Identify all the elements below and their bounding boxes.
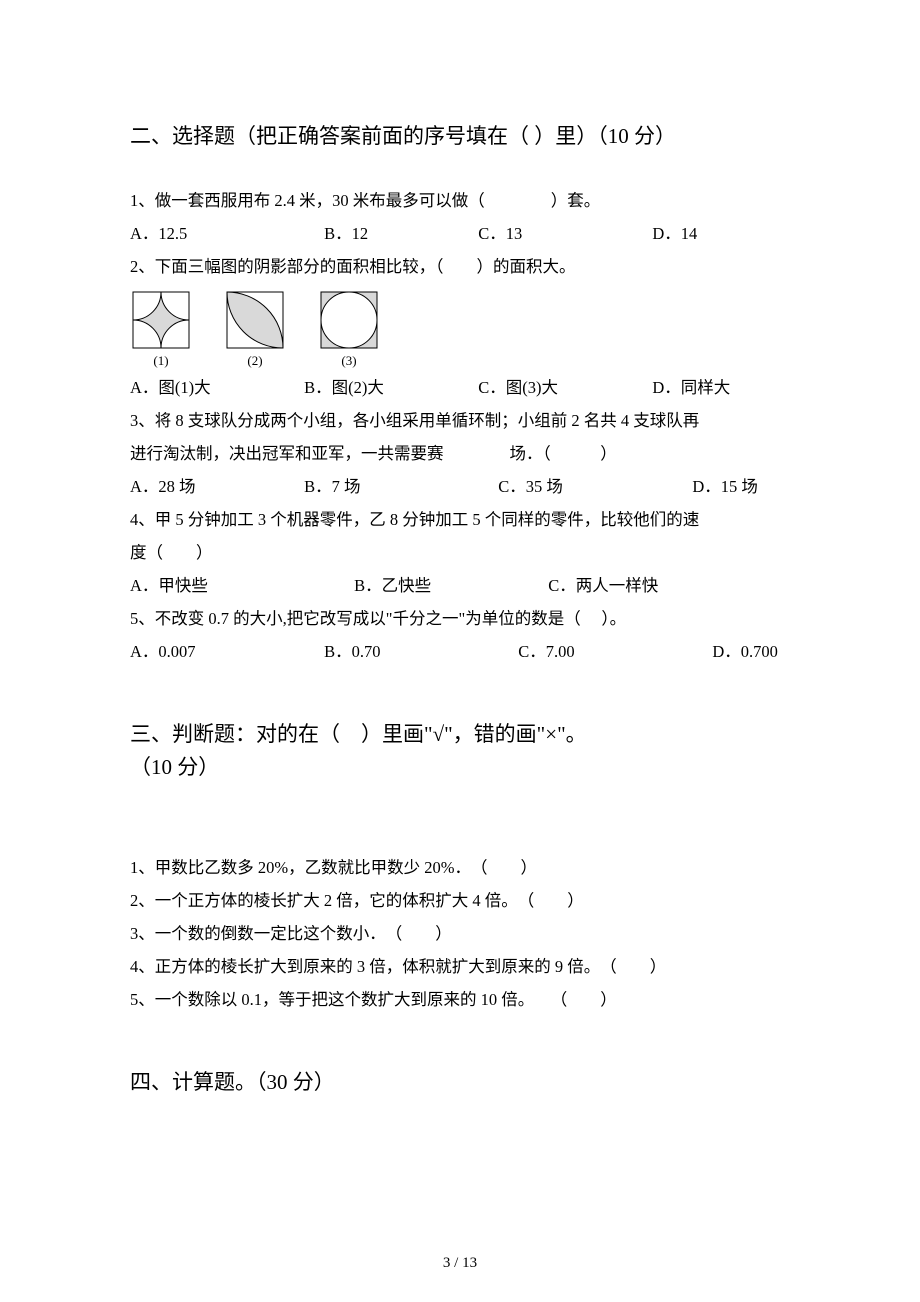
s2-q2-options: A．图(1)大 B．图(2)大 C．图(3)大 D．同样大 (130, 371, 790, 404)
section-3-title-l1: 三、判断题：对的在（ ）里画"√"，错的画"×"。 (130, 718, 790, 752)
page-footer: 3 / 13 (0, 1255, 920, 1272)
s2-q4-l1: 4、甲 5 分钟加工 3 个机器零件，乙 8 分钟加工 5 个同样的零件，比较他… (130, 503, 790, 536)
s2-q1-D: D．14 (652, 217, 697, 250)
s3-q1: 1、甲数比乙数多 20%，乙数就比甲数少 20%． （ ） (130, 851, 790, 884)
s2-q2-B: B．图(2)大 (304, 371, 474, 404)
s2-q1-A: A．12.5 (130, 217, 320, 250)
s2-q3-l2: 进行淘汰制，决出冠军和亚军，一共需要赛 场．（ ） (130, 437, 790, 470)
s2-q5-B: B．0.70 (324, 635, 514, 668)
s3-q2: 2、一个正方体的棱长扩大 2 倍，它的体积扩大 4 倍。 （ ） (130, 884, 790, 917)
s2-q4-A: A．甲快些 (130, 569, 350, 602)
fig1-svg (130, 289, 192, 351)
s2-q2-C: C．图(3)大 (478, 371, 648, 404)
s2-q3-options: A．28 场 B．7 场 C．35 场 D．15 场 (130, 470, 790, 503)
s2-q1-B: B．12 (324, 217, 474, 250)
s2-q2-text: 2、下面三幅图的阴影部分的面积相比较，（ ）的面积大。 (130, 250, 790, 283)
s2-q4-B: B．乙快些 (354, 569, 544, 602)
s2-q2-fig3: (3) (318, 289, 380, 369)
s2-q2-A: A．图(1)大 (130, 371, 300, 404)
s2-q3-D: D．15 场 (692, 470, 758, 503)
s2-q1-options: A．12.5 B．12 C．13 D．14 (130, 217, 790, 250)
s2-q5-C: C．7.00 (518, 635, 708, 668)
s2-q5-text: 5、不改变 0.7 的大小,把它改写成以"千分之一"为单位的数是（ ）。 (130, 602, 790, 635)
fig2-svg (224, 289, 286, 351)
s2-q4-options: A．甲快些 B．乙快些 C．两人一样快 (130, 569, 790, 602)
s2-q1-text: 1、做一套西服用布 2.4 米，30 米布最多可以做（ ）套。 (130, 184, 790, 217)
fig3-svg (318, 289, 380, 351)
s2-q2-fig1: (1) (130, 289, 192, 369)
section-3-title-l2: （10 分） (130, 751, 790, 785)
s2-q5-A: A．0.007 (130, 635, 320, 668)
s2-q2-figures: (1) (2) (3) (130, 289, 790, 369)
s2-q3-l1: 3、将 8 支球队分成两个小组，各小组采用单循环制；小组前 2 名共 4 支球队… (130, 404, 790, 437)
s2-q4-C: C．两人一样快 (548, 569, 658, 602)
s2-q2-fig2-label: (2) (224, 353, 286, 369)
s2-q3-B: B．7 场 (304, 470, 494, 503)
section-2-title: 二、选择题（把正确答案前面的序号填在（ ）里）（10 分） (130, 120, 790, 154)
s2-q4-l2: 度（ ） (130, 536, 790, 569)
s3-q3: 3、一个数的倒数一定比这个数小． （ ） (130, 917, 790, 950)
section-3-title: 三、判断题：对的在（ ）里画"√"，错的画"×"。 （10 分） (130, 718, 790, 785)
s2-q2-fig2: (2) (224, 289, 286, 369)
s2-q3-A: A．28 场 (130, 470, 300, 503)
s2-q1-C: C．13 (478, 217, 648, 250)
s2-q2-fig1-label: (1) (130, 353, 192, 369)
s2-q2-D: D．同样大 (652, 371, 730, 404)
s3-q4: 4、正方体的棱长扩大到原来的 3 倍，体积就扩大到原来的 9 倍。 （ ） (130, 950, 790, 983)
s2-q3-C: C．35 场 (498, 470, 688, 503)
section-4-title: 四、计算题。（30 分） (130, 1066, 790, 1100)
s2-q5-options: A．0.007 B．0.70 C．7.00 D．0.700 (130, 635, 790, 668)
s3-q5: 5、一个数除以 0.1，等于把这个数扩大到原来的 10 倍。 （ ） (130, 983, 790, 1016)
s2-q2-fig3-label: (3) (318, 353, 380, 369)
s2-q5-D: D．0.700 (712, 635, 778, 668)
